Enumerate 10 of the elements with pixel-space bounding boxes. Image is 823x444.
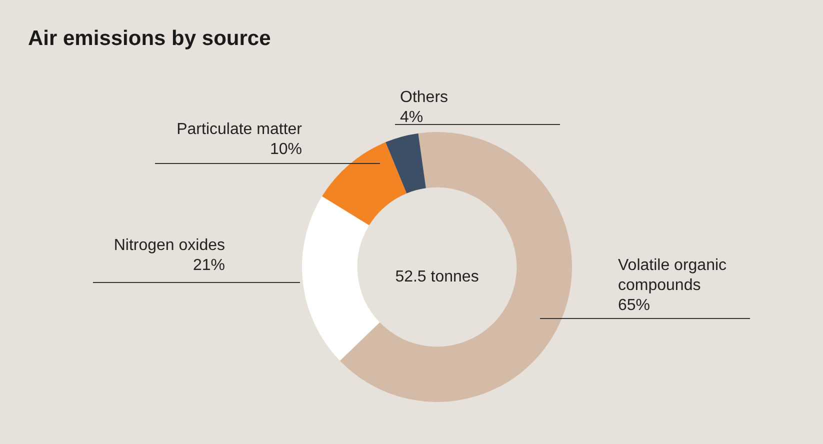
slice-label: Volatile organic compounds [618, 257, 727, 294]
text: 52.5 tonnes [395, 268, 479, 286]
slice-label: Particulate matter [176, 121, 303, 138]
data-label: 10% [270, 141, 302, 158]
data-label: 21% [192, 257, 225, 274]
data-label: 4% [400, 109, 424, 126]
data-label: 65% [618, 297, 650, 314]
chart-title: Air emissions by source [28, 27, 271, 50]
slice-label: Others [400, 89, 448, 106]
slice-label: Nitrogen oxides [114, 237, 225, 254]
